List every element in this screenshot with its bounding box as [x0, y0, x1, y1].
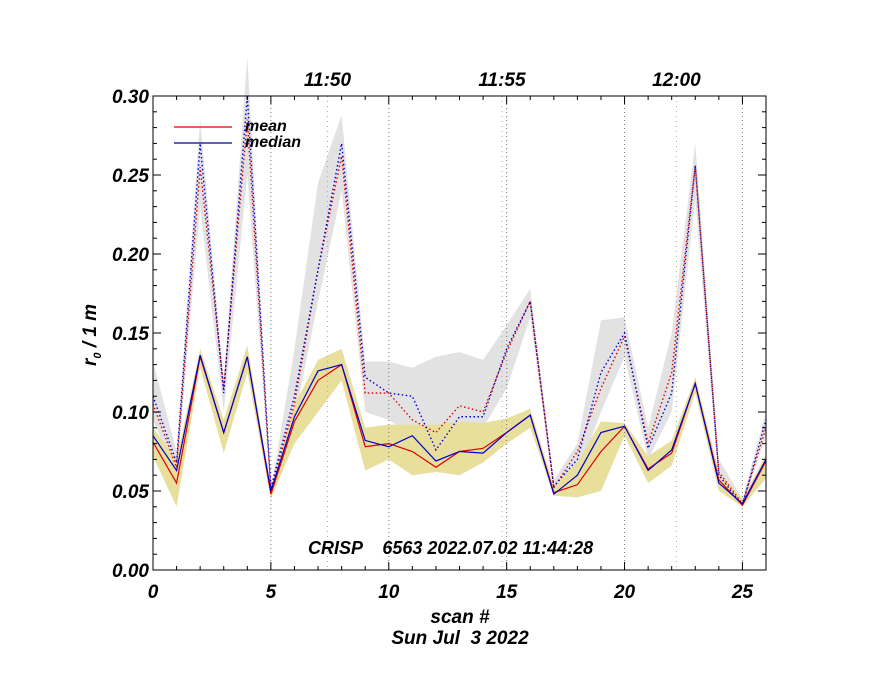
- top-time-label: 11:50: [304, 70, 352, 91]
- y-axis-label-subscript: 0: [92, 352, 104, 359]
- legend-median-label: median: [245, 134, 301, 151]
- top-time-label: 12:00: [652, 70, 701, 91]
- y-tick-label: 0.05: [112, 482, 149, 503]
- legend: mean median: [174, 118, 301, 151]
- axis-ticks: [152, 95, 767, 571]
- y-tick-label: 0.30: [112, 87, 149, 108]
- legend-mean-label: mean: [245, 118, 287, 135]
- band-high-order: [153, 56, 766, 507]
- y-axis-label-unit: / 1 m: [80, 304, 101, 353]
- y-tick-label: 0.15: [112, 324, 149, 345]
- data-series: [152, 95, 767, 507]
- band-low-order: [153, 345, 766, 507]
- x-tick-label: 0: [148, 582, 159, 603]
- date-label: Sun Jul 3 2022: [391, 628, 529, 649]
- x-tick-label: 15: [496, 582, 518, 603]
- tick-labels: 0 5 10 15 20 25 0.00 0.05 0.10 0.15 0.20 0.25 0.30 11…: [112, 70, 753, 603]
- y-tick-label: 0.25: [112, 166, 149, 187]
- top-time-label: 11:55: [478, 70, 526, 91]
- y-tick-label: 0.10: [112, 403, 149, 424]
- series-median-low: [152, 354, 767, 505]
- svg-text:r0 / 1 m: r0 / 1 m: [80, 304, 104, 366]
- x-tick-label: 20: [613, 582, 636, 603]
- x-axis-label: scan #: [430, 607, 490, 628]
- y-axis-label-r: r: [80, 357, 101, 366]
- y-axis-label: r0 / 1 m: [80, 304, 104, 366]
- series-mean-high: [152, 119, 767, 506]
- x-tick-label: 10: [378, 582, 400, 603]
- y-tick-label: 0.20: [112, 245, 149, 266]
- y-tick-label: 0.00: [112, 561, 149, 582]
- x-tick-label: 5: [266, 582, 277, 603]
- range-bands: [153, 56, 766, 507]
- x-tick-label: 25: [731, 582, 754, 603]
- instrument-annotation: CRISP 6563 2022.07.02 11:44:28: [308, 538, 593, 558]
